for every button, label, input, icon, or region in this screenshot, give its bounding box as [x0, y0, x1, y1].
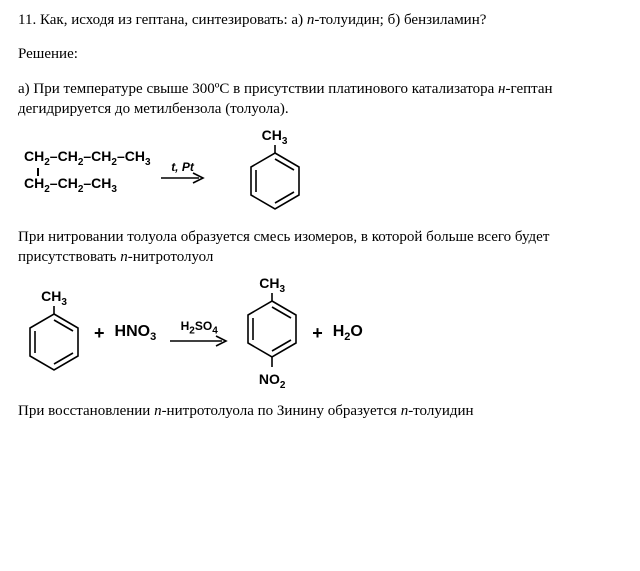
arrow-icon — [170, 335, 228, 347]
a2-c: -нитротолуол — [128, 249, 214, 265]
benzene-ring-icon — [24, 306, 84, 378]
toluene-structure: CH3 — [245, 127, 305, 217]
heptane-top-row: CH2–CH2–CH2–CH3 — [24, 149, 151, 168]
a1-b: н — [498, 81, 505, 97]
solution-label: Решение: — [18, 44, 622, 64]
a3-a: При восстановлении — [18, 403, 154, 419]
para-a1: а) При температуре свыше 300ºС в присутс… — [18, 79, 622, 120]
benzene-ring-icon — [245, 145, 305, 217]
heptane-structure: CH2–CH2–CH2–CH3 CH2–CH2–CH3 — [24, 149, 151, 195]
p-nitrotoluene: CH3 NO2 — [242, 275, 302, 391]
s2-plus1: + — [94, 323, 105, 344]
q-number: 11. — [18, 12, 36, 28]
a2-a: При нитровании толуола образуется смесь … — [18, 229, 549, 265]
benzene-ring-icon — [242, 293, 302, 373]
page: 11. Как, исходя из гептана, синтезироват… — [0, 0, 640, 421]
scheme1-arrow: t, Pt — [161, 160, 205, 184]
heptane-bot-row: CH2–CH2–CH3 — [24, 176, 151, 195]
a3-e: -толуидин — [408, 403, 473, 419]
s2-plus2: + — [312, 323, 323, 344]
s2-h2o: H2O — [333, 323, 363, 343]
s2-hno3: HNO3 — [115, 323, 157, 343]
q-text-a: Как, исходя из гептана, синтезировать: а… — [40, 12, 307, 28]
para-a3: При восстановлении п-нитротолуола по Зин… — [18, 401, 622, 421]
scheme-2: CH3 + HNO3 H2SO4 CH3 — [18, 275, 622, 391]
question: 11. Как, исходя из гептана, синтезироват… — [18, 10, 622, 30]
toluene-reactant: CH3 — [24, 288, 84, 378]
s2-prod-no2: NO2 — [259, 371, 286, 391]
scheme2-arrow: H2SO4 — [170, 319, 228, 346]
q-text-b: -толуидин; б) бензиламин? — [314, 12, 486, 28]
scheme-1: CH2–CH2–CH2–CH3 CH2–CH2–CH3 t, Pt CH3 — [18, 127, 622, 217]
a3-c: -нитротолуола по Зинину образуется — [162, 403, 401, 419]
a1-a: а) При температуре свыше 300ºС в присутс… — [18, 81, 498, 97]
a2-b: п — [120, 249, 128, 265]
arrow-icon — [161, 172, 205, 184]
a3-b: п — [154, 403, 162, 419]
para-a2: При нитровании толуола образуется смесь … — [18, 227, 622, 268]
